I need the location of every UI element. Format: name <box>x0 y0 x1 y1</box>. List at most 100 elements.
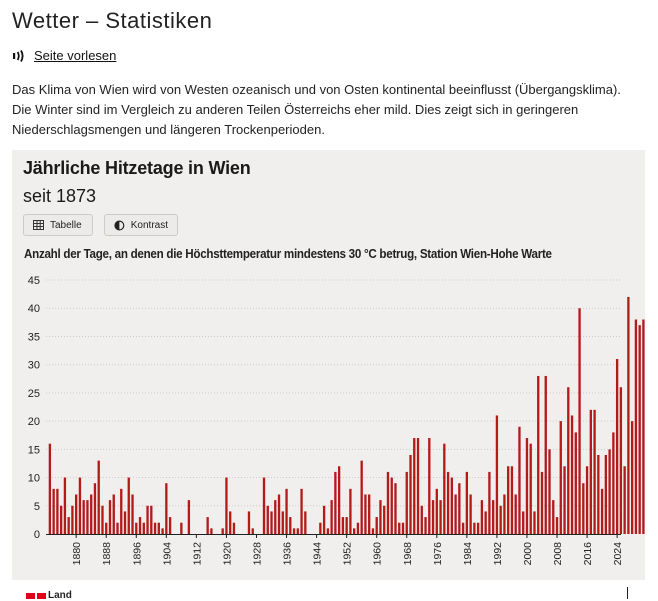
x-tick-label: 1928 <box>251 542 263 566</box>
bar <box>405 471 408 534</box>
bar <box>296 528 299 534</box>
bar <box>465 471 469 534</box>
bar <box>510 466 514 534</box>
x-tick-label: 1904 <box>161 542 173 566</box>
bar <box>559 421 562 534</box>
bar <box>292 528 296 534</box>
bar <box>420 505 423 534</box>
bar <box>180 522 183 534</box>
bar <box>589 409 592 534</box>
chart-card: Jährliche Hitzetage in Wien seit 1873 Ta… <box>12 150 645 580</box>
x-tick-label: 1952 <box>342 542 354 566</box>
bar <box>262 477 266 534</box>
y-tick-label: 30 <box>28 360 40 372</box>
bar <box>161 528 164 534</box>
bar <box>619 387 623 534</box>
bar <box>247 511 251 534</box>
bar <box>52 488 55 534</box>
bar <box>582 483 585 534</box>
bar <box>612 432 615 534</box>
bar <box>71 505 74 534</box>
bar <box>495 415 499 534</box>
x-tick-label: 1880 <box>71 542 83 566</box>
contrast-icon <box>114 220 125 230</box>
contrast-button[interactable]: Kontrast <box>104 214 178 236</box>
bar <box>525 438 529 534</box>
bar <box>232 522 236 534</box>
bar <box>138 517 142 534</box>
chart-subtitle: seit 1873 <box>23 186 97 206</box>
intro-text: Das Klima von Wien wird von Westen ozean… <box>12 82 621 137</box>
footer-label: Land <box>48 590 72 601</box>
bar <box>630 421 634 534</box>
y-tick-label: 45 <box>28 275 40 287</box>
bar <box>522 511 525 534</box>
bar <box>548 449 551 534</box>
bar <box>97 460 100 534</box>
bar <box>93 483 97 534</box>
table-icon <box>33 220 44 230</box>
contrast-button-label: Kontrast <box>130 219 168 231</box>
bar <box>570 415 574 534</box>
y-tick-label: 25 <box>28 388 40 400</box>
bar <box>225 477 228 534</box>
y-tick-label: 5 <box>34 501 40 513</box>
x-tick-label: 1920 <box>221 542 233 566</box>
bar <box>48 443 52 534</box>
bar <box>491 500 495 534</box>
bar <box>383 505 386 534</box>
bar <box>390 477 393 534</box>
bar <box>638 325 641 534</box>
read-aloud-button[interactable]: Seite vorlesen <box>12 48 116 63</box>
bar <box>488 471 491 534</box>
bar <box>364 494 367 534</box>
read-aloud-label: Seite vorlesen <box>34 48 117 63</box>
bar <box>277 494 281 534</box>
bar <box>142 522 145 534</box>
bar <box>458 483 461 534</box>
bar <box>424 517 427 534</box>
bar <box>533 511 536 534</box>
bar <box>337 466 341 534</box>
bar <box>604 454 608 534</box>
bar <box>108 500 112 534</box>
bar <box>428 438 431 534</box>
bar <box>537 375 540 534</box>
table-button[interactable]: Tabelle <box>23 214 93 236</box>
bar <box>634 319 638 534</box>
bar <box>552 500 555 534</box>
bar <box>330 500 333 534</box>
bar <box>86 500 89 534</box>
bar <box>285 488 288 534</box>
bar <box>567 387 570 534</box>
bar <box>375 517 378 534</box>
table-button-label: Tabelle <box>50 219 82 231</box>
bar-chart: 0 5 10 15 20 25 30 35 40 45 1880 1888 1896 1904 1912 19… <box>28 275 645 566</box>
bar <box>59 505 63 534</box>
bar <box>461 522 465 534</box>
page-title: Wetter – Statistiken <box>12 8 213 33</box>
bar <box>544 375 547 534</box>
bar <box>379 500 382 534</box>
x-tick-label: 1888 <box>101 542 113 566</box>
bar <box>221 528 224 534</box>
bar <box>608 449 611 534</box>
y-tick-label: 35 <box>28 331 40 343</box>
bar <box>454 494 457 534</box>
bar <box>514 494 517 534</box>
bar <box>353 528 356 534</box>
bar <box>135 522 138 534</box>
bar <box>123 511 127 534</box>
bar <box>600 488 604 534</box>
bar <box>101 505 104 534</box>
speaker-waves-icon <box>13 49 24 62</box>
bar <box>484 511 487 534</box>
bar <box>450 477 453 534</box>
bar <box>153 522 157 534</box>
x-tick-label: 1984 <box>462 542 474 566</box>
bar <box>56 488 59 534</box>
x-tick-label: 1912 <box>191 542 203 566</box>
bar <box>642 319 645 534</box>
bar <box>300 488 303 534</box>
bar <box>578 308 581 534</box>
